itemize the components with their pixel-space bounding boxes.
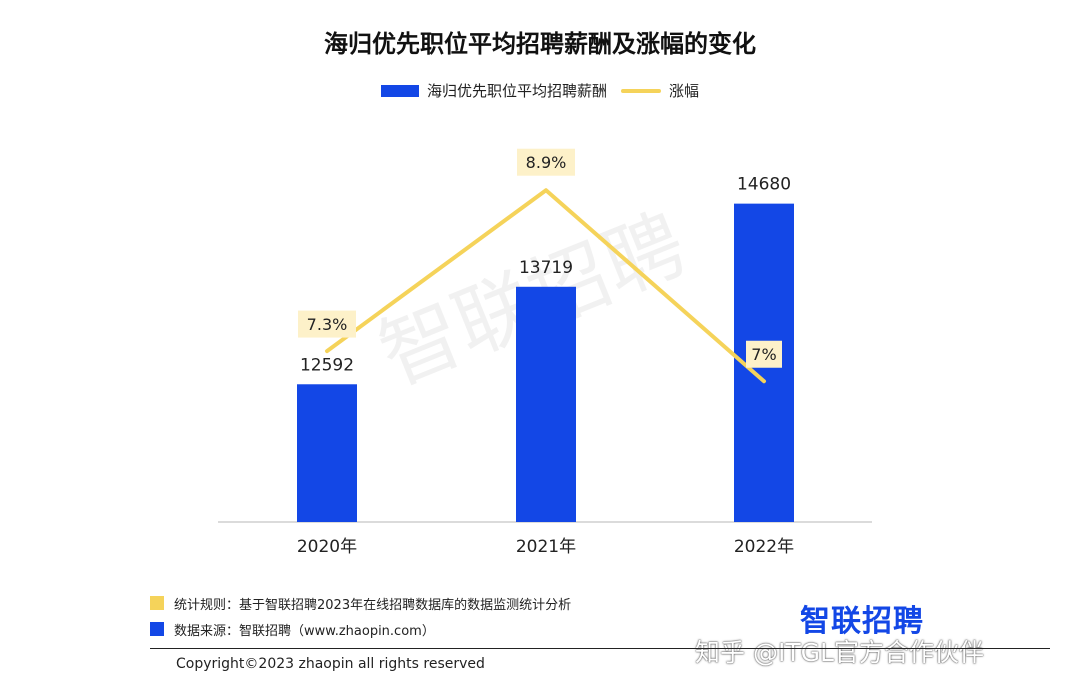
legend-label-growth: 涨幅 [669, 82, 700, 100]
x-tick-label-3: 2022年 [734, 537, 794, 557]
source-note-swatch [150, 622, 164, 636]
brand-logo: 智联招聘 [800, 604, 924, 639]
legend-item-salary: 海归优先职位平均招聘薪酬 [380, 80, 607, 101]
bar-value-label-1: 12592 [300, 355, 354, 375]
chart-plot: 12592 2020年 13719 2021年 14680 2022年 7.3% 8.9% 7% [218, 148, 872, 557]
chart-title: 海归优先职位平均招聘薪酬及涨幅的变化 [324, 30, 756, 58]
legend: 海归优先职位平均招聘薪酬 涨幅 [0, 80, 1080, 101]
growth-label-3: 7% [751, 345, 776, 364]
growth-label-box-3 [746, 340, 782, 368]
legend-swatch-salary [380, 84, 419, 97]
footer-divider [150, 648, 1050, 649]
bar-value-label-3: 14680 [737, 175, 791, 195]
rule-note-text: 统计规则：基于智联招聘2023年在线招聘数据库的数据监测统计分析 [174, 597, 572, 613]
growth-label-1: 7.3% [307, 315, 348, 334]
legend-item-growth: 涨幅 [621, 80, 699, 101]
growth-line [325, 188, 766, 384]
rule-note-swatch [150, 596, 164, 610]
bar-2 [516, 286, 576, 522]
bar-value-label-2: 13719 [519, 258, 573, 278]
legend-swatch-growth [621, 88, 661, 93]
zhihu-watermark: 知乎 @ITGL官方合作伙伴 [695, 638, 984, 667]
source-note: 数据来源：智联招聘（www.zhaopin.com） [150, 618, 571, 640]
growth-label-box-1 [298, 310, 356, 338]
x-tick-label-1: 2020年 [297, 537, 357, 557]
growth-label-box-2 [517, 148, 575, 176]
source-note-text: 数据来源：智联招聘（www.zhaopin.com） [174, 623, 435, 639]
legend-label-salary: 海归优先职位平均招聘薪酬 [426, 82, 607, 100]
rule-note: 统计规则：基于智联招聘2023年在线招聘数据库的数据监测统计分析 [150, 592, 571, 614]
footer-notes: 统计规则：基于智联招聘2023年在线招聘数据库的数据监测统计分析 数据来源：智联… [150, 592, 571, 644]
x-tick-label-2: 2021年 [516, 537, 576, 557]
growth-label-2: 8.9% [526, 153, 567, 172]
bar-1 [297, 384, 357, 522]
copyright-text: Copyright©2023 zhaopin all rights reserv… [176, 656, 485, 672]
